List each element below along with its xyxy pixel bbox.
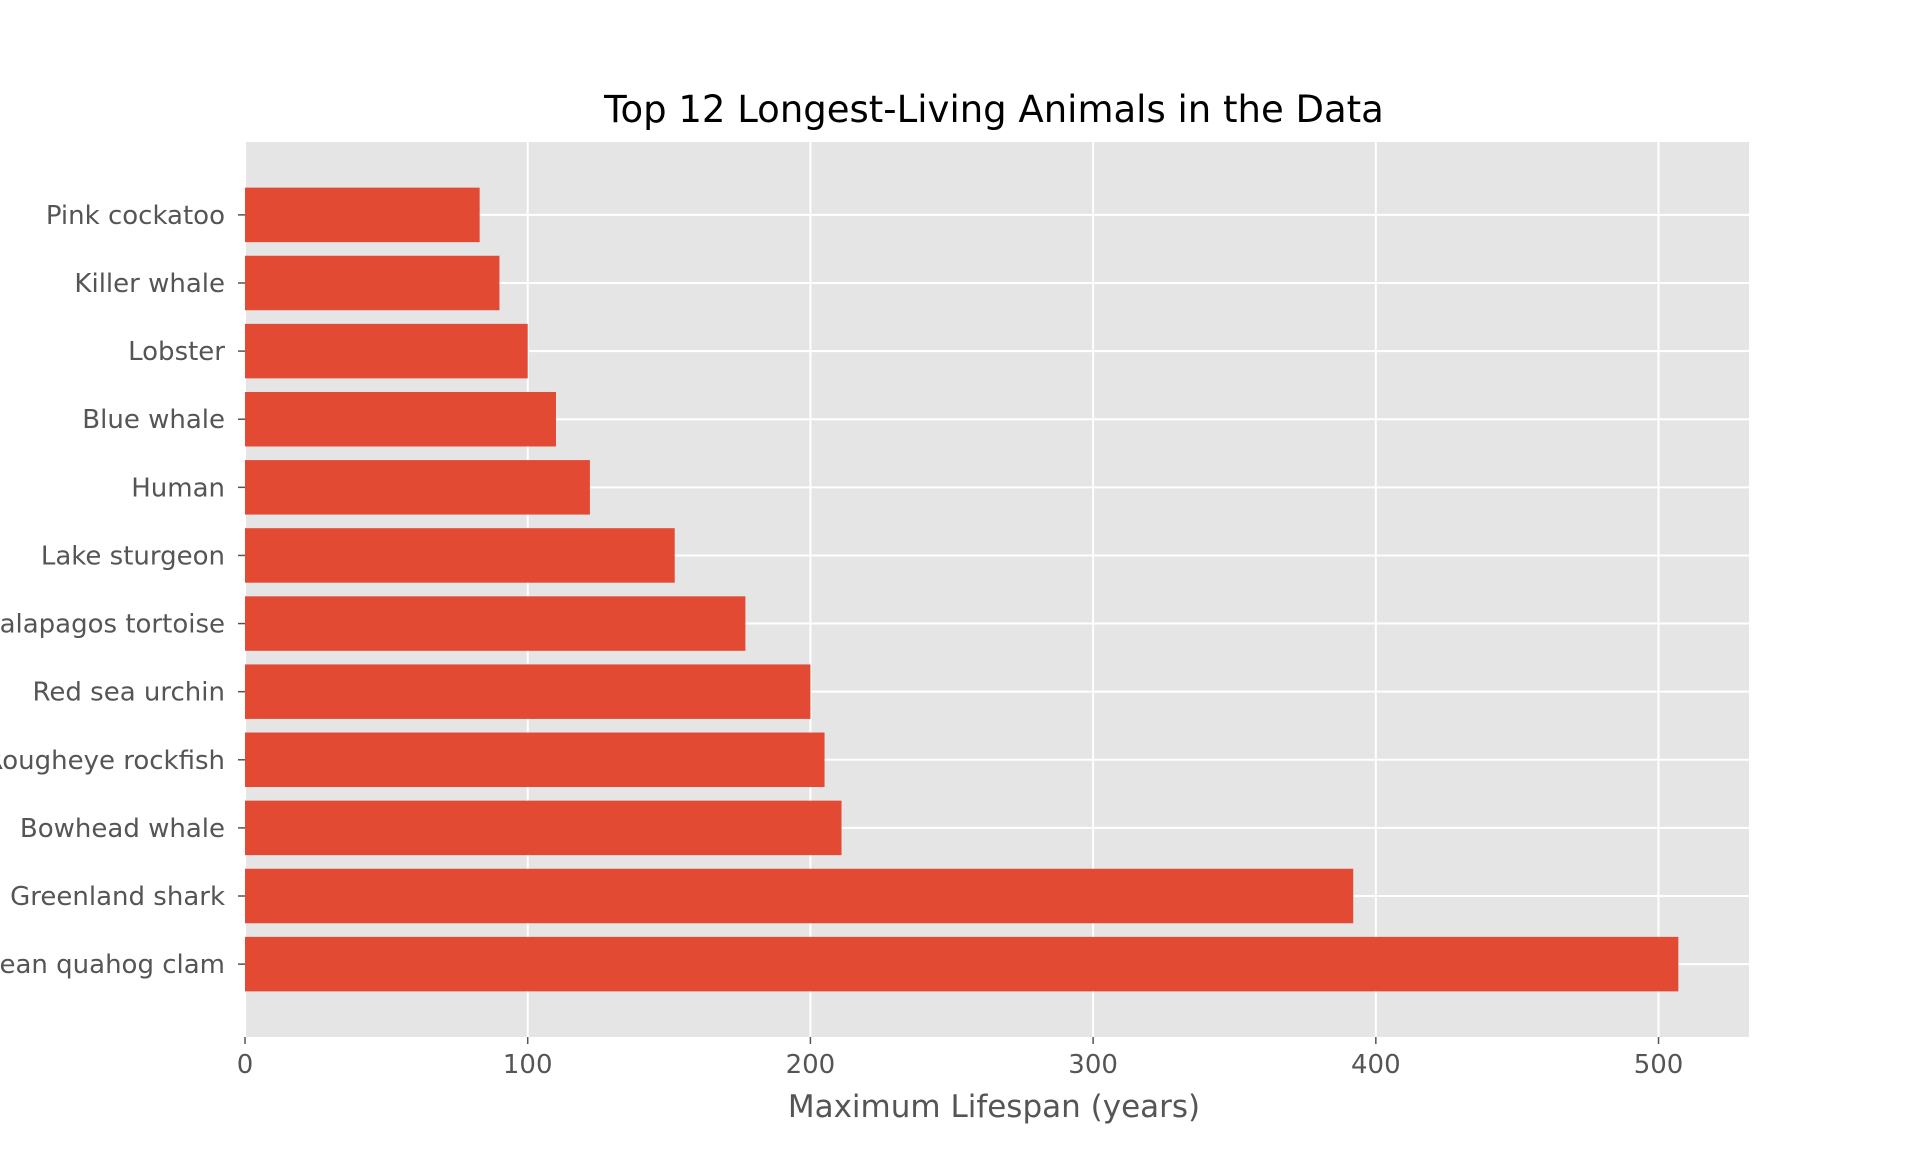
bar	[245, 936, 1679, 992]
bar	[245, 391, 556, 447]
y-tick-label: Bowhead whale	[20, 814, 225, 844]
bar	[245, 868, 1354, 924]
y-tick-label: Greenland shark	[10, 882, 225, 912]
bar	[245, 528, 675, 583]
y-tick-label: Red sea urchin	[33, 678, 225, 708]
x-axis-ticks: 0 100 200 300 400 500	[237, 1037, 1684, 1080]
bar	[245, 255, 500, 311]
y-tick-label: Galapagos tortoise	[0, 610, 225, 640]
y-tick-label: Human	[131, 473, 225, 503]
x-tick-label: 500	[1634, 1050, 1684, 1080]
bar	[245, 187, 480, 243]
bar	[245, 732, 825, 788]
y-tick-label: Ocean quahog clam	[0, 950, 225, 980]
y-tick-label: Blue whale	[82, 405, 225, 435]
bar	[245, 323, 528, 379]
x-tick-label: 0	[237, 1050, 254, 1080]
y-tick-label: Rougheye rockfish	[0, 746, 225, 776]
y-tick-label: Pink cockatoo	[46, 201, 225, 231]
bar	[245, 800, 842, 856]
y-tick-label: Killer whale	[74, 269, 225, 299]
bar	[245, 664, 811, 719]
bar	[245, 596, 746, 651]
x-tick-label: 100	[503, 1050, 553, 1080]
y-tick-label: Lake sturgeon	[41, 541, 225, 571]
x-tick-label: 400	[1351, 1050, 1401, 1080]
y-axis-ticks: Ocean quahog clam Greenland shark Bowhead …	[0, 201, 245, 980]
bar	[245, 460, 590, 515]
chart-title: Top 12 Longest-Living Animals in the Dat…	[603, 88, 1384, 131]
y-tick-label: Lobster	[128, 337, 225, 367]
bars	[245, 187, 1679, 992]
x-tick-label: 300	[1068, 1050, 1118, 1080]
x-tick-label: 200	[786, 1050, 836, 1080]
x-axis-label: Maximum Lifespan (years)	[788, 1089, 1200, 1125]
